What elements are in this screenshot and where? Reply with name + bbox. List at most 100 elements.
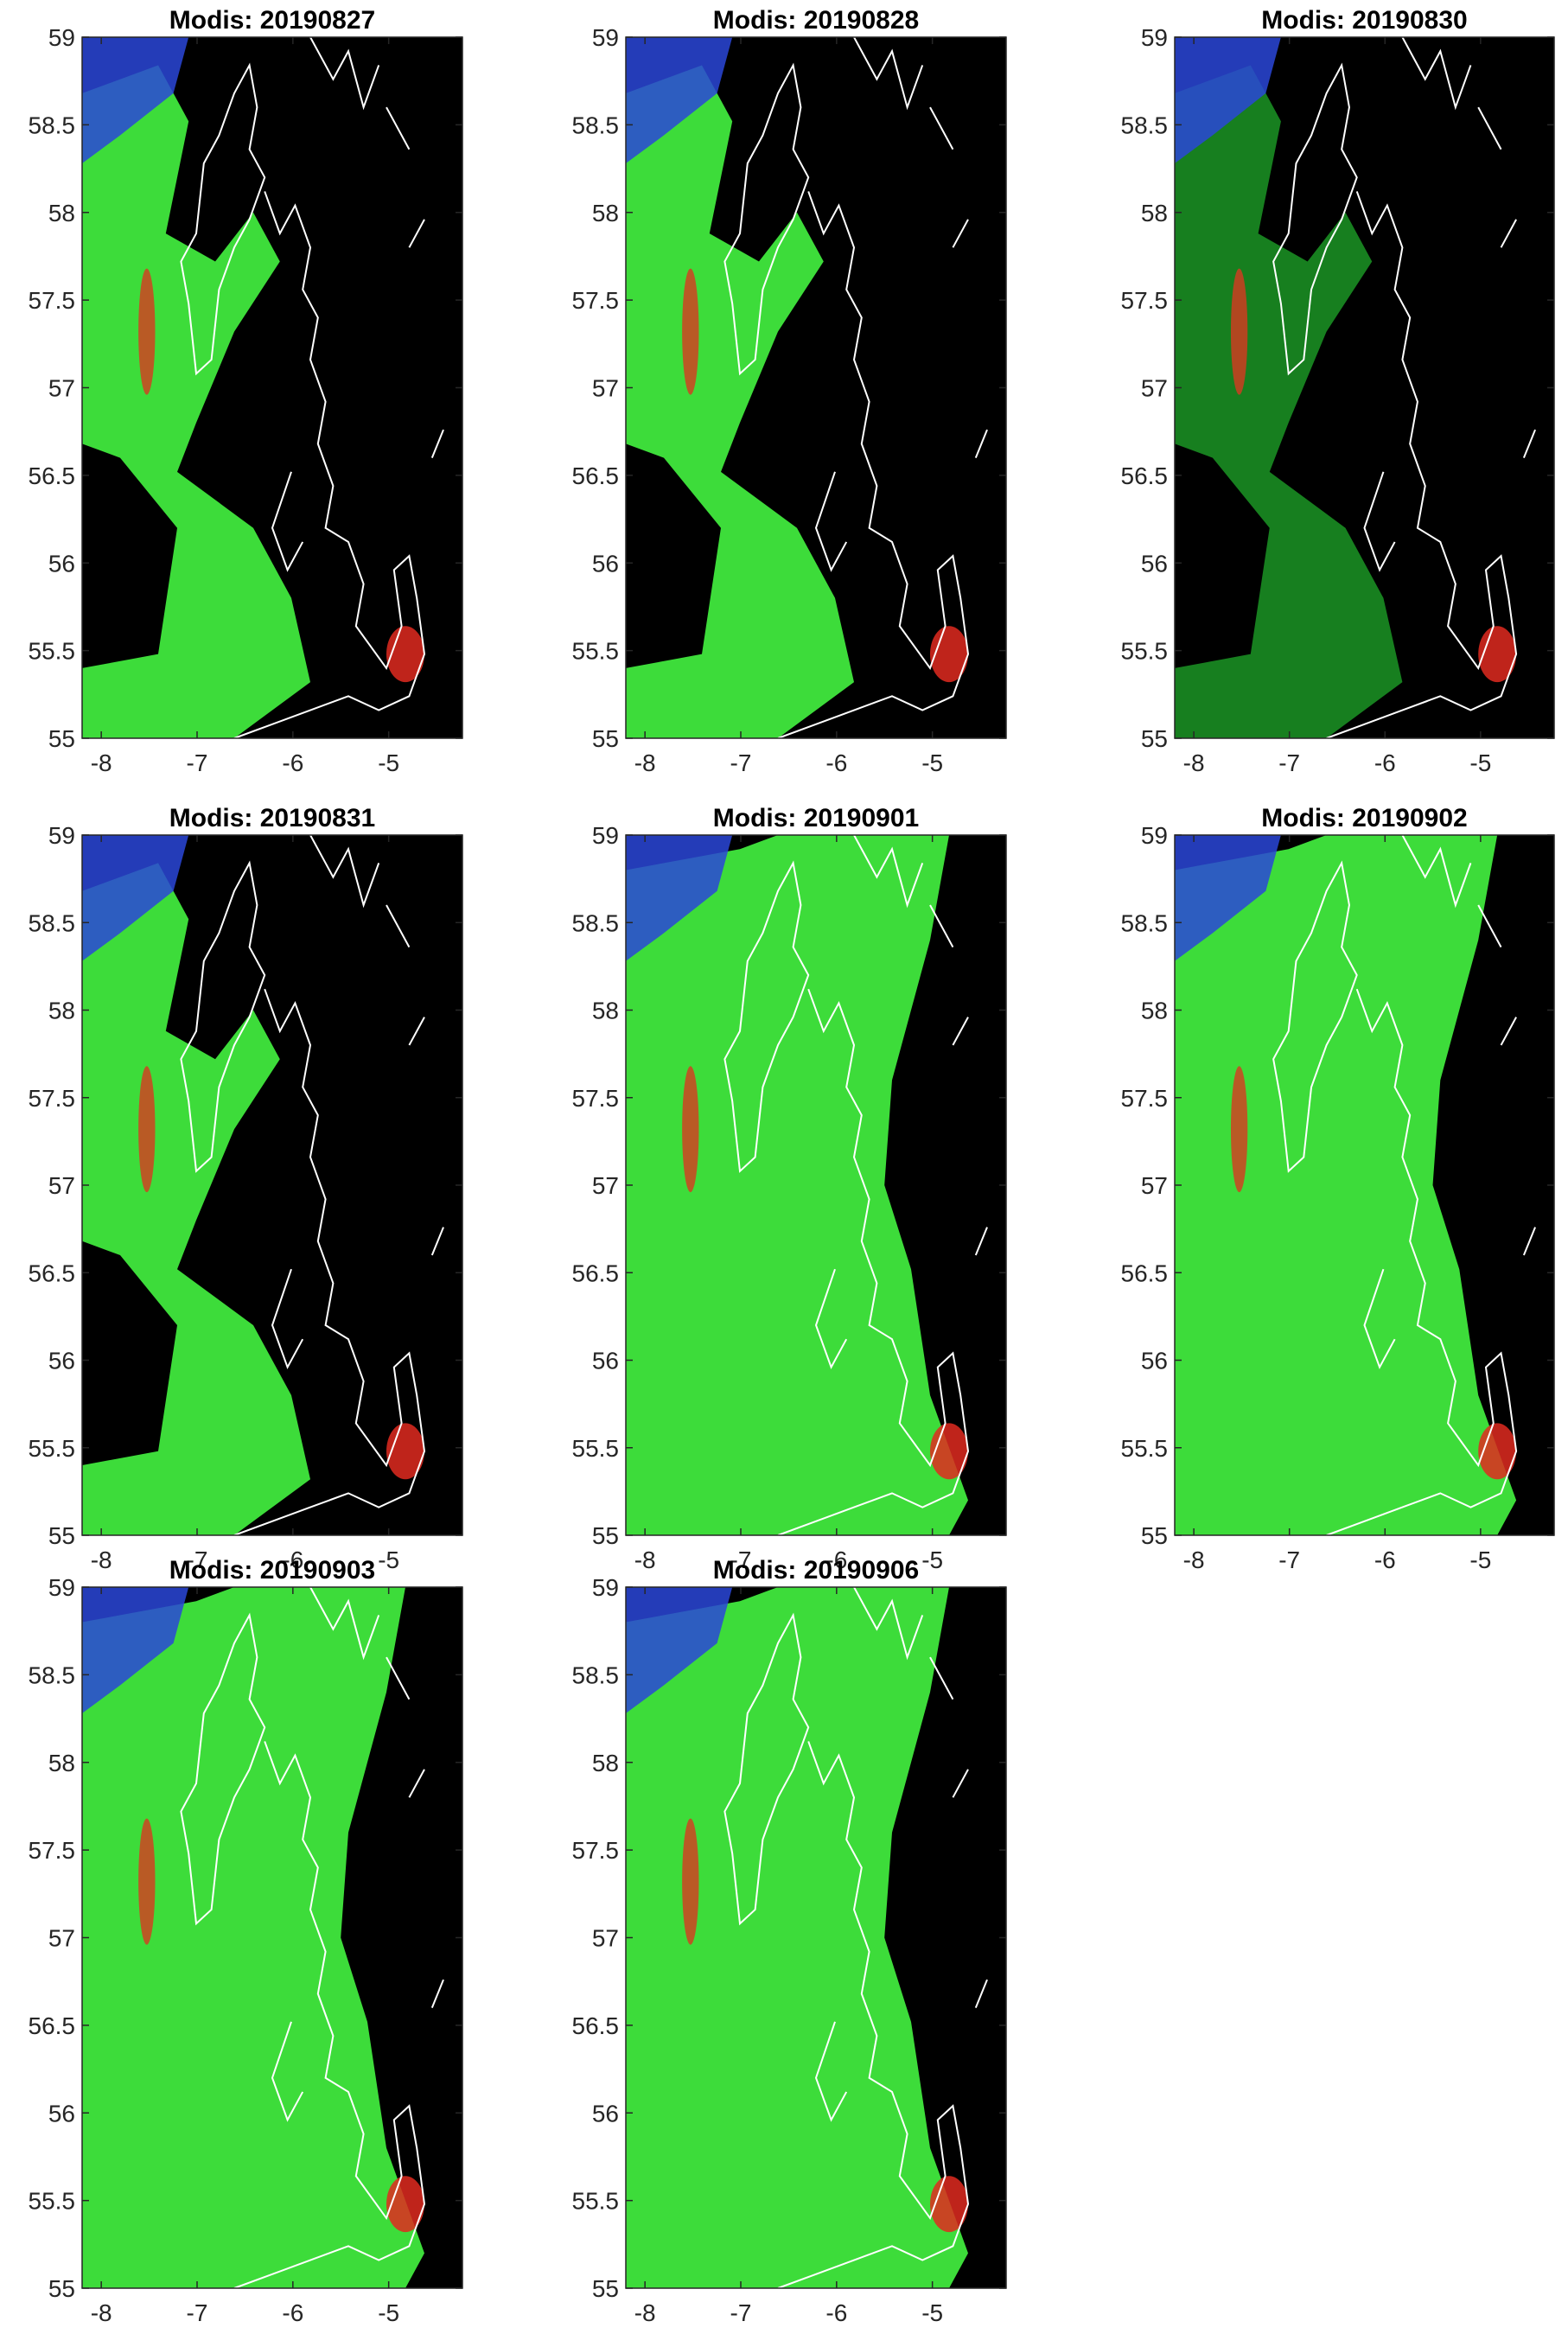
panel: Modis: 20190906 55 55.5 56 56.5 57 57.5 58 58.5 5… (572, 1556, 1007, 2326)
y-tick-label: 57 (48, 1925, 75, 1952)
y-tick-label: 57 (1141, 375, 1168, 402)
x-tick-label: -5 (378, 2299, 399, 2326)
y-tick-label: 55.5 (572, 1435, 620, 1462)
coastline (181, 37, 443, 738)
satellite-image (626, 835, 987, 1535)
x-tick-label: -6 (1374, 749, 1396, 776)
bloom-streak (1230, 268, 1248, 395)
coastline (181, 1587, 443, 2288)
satellite-image (82, 37, 443, 738)
y-tick-label: 55 (592, 1522, 619, 1549)
y-tick-label: 58.5 (29, 112, 76, 138)
y-tick-label: 56 (592, 550, 619, 577)
y-tick-label: 58.5 (572, 909, 620, 936)
chlorophyll-area (82, 863, 310, 1535)
panel-title: Modis: 20190828 (713, 6, 919, 35)
coastline (724, 835, 987, 1535)
y-tick-label: 55.5 (1121, 1435, 1169, 1462)
satellite-image (82, 835, 443, 1535)
y-tick-label: 58 (48, 1750, 75, 1776)
open-water-area (1175, 835, 1281, 961)
panel: Modis: 20190831 55 55.5 56 56.5 57 57.5 58 58.5 5… (29, 804, 463, 1573)
panel: Modis: 20190902 55 55.5 56 56.5 57 57.5 58 58.5 5… (1121, 804, 1555, 1573)
y-tick-label: 57.5 (29, 1837, 76, 1864)
x-tick-label: -8 (634, 749, 656, 776)
y-tick-label: 57 (592, 1172, 619, 1199)
panel-title: Modis: 20190903 (169, 1556, 375, 1585)
bloom-streak (138, 1818, 156, 1945)
y-tick-label: 56 (1141, 1348, 1168, 1374)
y-tick-label: 55.5 (572, 2188, 620, 2215)
panel: Modis: 20190903 55 55.5 56 56.5 57 57.5 58 58.5 5… (29, 1556, 463, 2326)
y-tick-label: 55 (48, 1522, 75, 1549)
y-tick-label: 56.5 (572, 1259, 620, 1286)
open-water-area (1175, 37, 1281, 163)
y-tick-label: 58 (592, 998, 619, 1024)
y-tick-label: 58 (48, 998, 75, 1024)
x-tick-label: -5 (921, 2299, 943, 2326)
y-tick-label: 59 (592, 24, 619, 51)
x-tick-label: -5 (921, 749, 943, 776)
y-tick-label: 58.5 (1121, 112, 1169, 138)
open-water-area (82, 835, 189, 961)
x-tick-label: -6 (825, 749, 847, 776)
y-tick-label: 55.5 (29, 2188, 76, 2215)
y-tick-label: 58 (1141, 200, 1168, 226)
open-water-area (626, 1587, 733, 1713)
y-tick-label: 59 (592, 1574, 619, 1601)
x-tick-label: -7 (187, 2299, 208, 2326)
y-tick-label: 57.5 (572, 287, 620, 314)
x-tick-label: -5 (921, 1546, 943, 1573)
y-tick-label: 56.5 (1121, 1259, 1169, 1286)
x-tick-label: -8 (1183, 1546, 1205, 1573)
y-tick-label: 57.5 (1121, 1085, 1169, 1112)
x-tick-label: -5 (378, 749, 399, 776)
y-tick-label: 56 (48, 2100, 75, 2127)
satellite-image (626, 37, 987, 738)
chlorophyll-area (82, 1587, 424, 2288)
y-tick-label: 56.5 (29, 1259, 76, 1286)
y-tick-label: 58 (48, 200, 75, 226)
y-tick-label: 58.5 (572, 112, 620, 138)
x-tick-label: -7 (730, 749, 752, 776)
satellite-image (1175, 37, 1535, 738)
y-tick-label: 57.5 (1121, 287, 1169, 314)
chlorophyll-area (1175, 65, 1403, 738)
y-tick-label: 55.5 (29, 1435, 76, 1462)
panel: Modis: 20190830 55 55.5 56 56.5 57 57.5 58 58.5 5… (1121, 6, 1555, 776)
y-tick-label: 58.5 (572, 1661, 620, 1688)
y-tick-label: 55 (1141, 725, 1168, 752)
y-tick-label: 55 (592, 2275, 619, 2302)
y-tick-label: 57.5 (572, 1085, 620, 1112)
y-tick-label: 56 (1141, 550, 1168, 577)
chlorophyll-area (626, 65, 854, 738)
panel: Modis: 20190827 55 55.5 56 56.5 57 57.5 58 58.5 5… (29, 6, 463, 776)
x-tick-label: -6 (825, 2299, 847, 2326)
y-tick-label: 55.5 (572, 638, 620, 665)
y-tick-label: 59 (1141, 24, 1168, 51)
x-tick-label: -8 (91, 1546, 112, 1573)
x-tick-label: -8 (634, 1546, 656, 1573)
x-tick-label: -7 (1278, 749, 1300, 776)
coastline (1273, 835, 1535, 1535)
y-tick-label: 56.5 (29, 2012, 76, 2039)
y-tick-label: 56.5 (1121, 462, 1169, 489)
x-tick-label: -6 (282, 749, 303, 776)
y-tick-label: 56.5 (572, 2012, 620, 2039)
coastline (1273, 37, 1535, 738)
panel-title: Modis: 20190830 (1261, 6, 1467, 35)
x-tick-label: -6 (282, 2299, 303, 2326)
satellite-image (82, 1587, 443, 2288)
chlorophyll-area (626, 1587, 968, 2288)
y-tick-label: 56 (48, 1348, 75, 1374)
x-tick-label: -7 (187, 749, 208, 776)
y-tick-label: 55.5 (29, 638, 76, 665)
y-tick-label: 58.5 (29, 1661, 76, 1688)
y-tick-label: 58 (1141, 998, 1168, 1024)
x-tick-label: -5 (378, 1546, 399, 1573)
panel: Modis: 20190828 55 55.5 56 56.5 57 57.5 58 58.5 5… (572, 6, 1007, 776)
satellite-image (1175, 835, 1535, 1535)
bloom-streak (682, 268, 699, 395)
bloom-streak (138, 268, 156, 395)
open-water-area (626, 37, 733, 163)
